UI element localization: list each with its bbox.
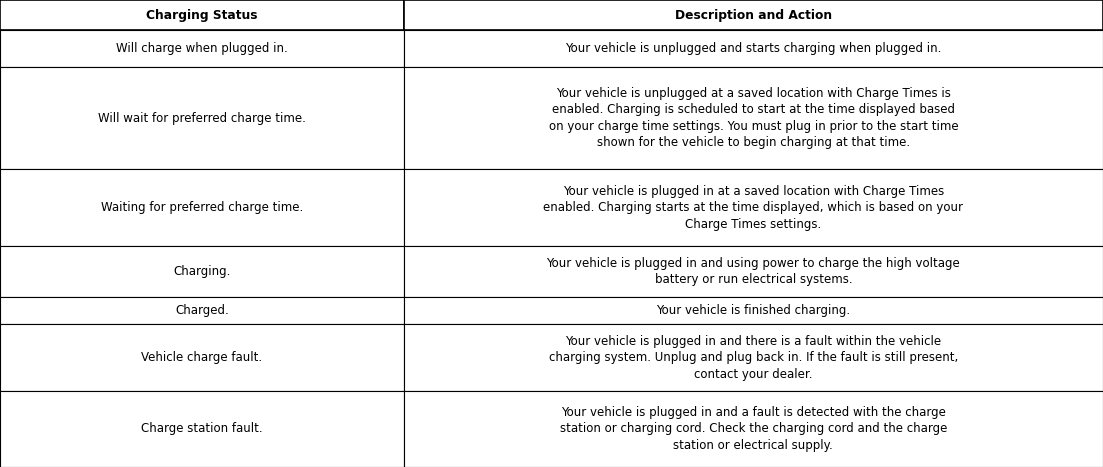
- Bar: [404, 67, 1103, 170]
- Bar: [0, 170, 404, 246]
- Bar: [0, 297, 404, 324]
- Text: Waiting for preferred charge time.: Waiting for preferred charge time.: [100, 201, 303, 214]
- Text: Vehicle charge fault.: Vehicle charge fault.: [141, 351, 263, 364]
- Text: Your vehicle is finished charging.: Your vehicle is finished charging.: [656, 304, 850, 317]
- Text: Your vehicle is unplugged at a saved location with Charge Times is
enabled. Char: Your vehicle is unplugged at a saved loc…: [548, 87, 959, 149]
- Text: Charged.: Charged.: [175, 304, 228, 317]
- Bar: [404, 246, 1103, 297]
- Text: Will wait for preferred charge time.: Will wait for preferred charge time.: [98, 112, 306, 125]
- Text: Charging Status: Charging Status: [146, 8, 258, 21]
- Text: Your vehicle is plugged in and a fault is detected with the charge
station or ch: Your vehicle is plugged in and a fault i…: [559, 406, 947, 452]
- Text: Charging.: Charging.: [173, 265, 231, 278]
- Bar: [0, 246, 404, 297]
- Text: Description and Action: Description and Action: [675, 8, 832, 21]
- Text: Will charge when plugged in.: Will charge when plugged in.: [116, 42, 288, 55]
- Bar: [0, 391, 404, 467]
- Bar: [0, 0, 404, 30]
- Bar: [0, 30, 404, 67]
- Bar: [404, 391, 1103, 467]
- Text: Your vehicle is plugged in at a saved location with Charge Times
enabled. Chargi: Your vehicle is plugged in at a saved lo…: [544, 185, 963, 231]
- Text: Your vehicle is plugged in and there is a fault within the vehicle
charging syst: Your vehicle is plugged in and there is …: [548, 334, 959, 381]
- Bar: [404, 170, 1103, 246]
- Bar: [404, 324, 1103, 391]
- Bar: [0, 67, 404, 170]
- Bar: [404, 297, 1103, 324]
- Bar: [404, 30, 1103, 67]
- Text: Your vehicle is plugged in and using power to charge the high voltage
battery or: Your vehicle is plugged in and using pow…: [546, 257, 961, 286]
- Bar: [0, 324, 404, 391]
- Bar: [404, 0, 1103, 30]
- Text: Your vehicle is unplugged and starts charging when plugged in.: Your vehicle is unplugged and starts cha…: [565, 42, 942, 55]
- Text: Charge station fault.: Charge station fault.: [141, 423, 263, 436]
